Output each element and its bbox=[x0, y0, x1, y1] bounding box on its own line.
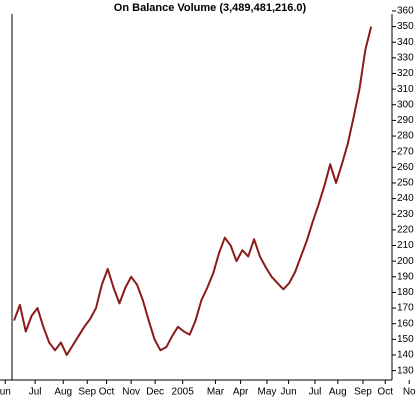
y-tick-label: 130 bbox=[397, 365, 414, 376]
y-tick-label: 340 bbox=[397, 37, 414, 48]
x-tick-label: un bbox=[0, 387, 11, 398]
x-tick-label: Oct bbox=[99, 387, 115, 398]
y-tick-label: 250 bbox=[397, 178, 414, 189]
y-tick-label: 180 bbox=[397, 287, 414, 298]
x-tick-label: Nov bbox=[122, 387, 140, 398]
y-tick-label: 360 bbox=[397, 6, 414, 17]
y-tick-label: 190 bbox=[397, 271, 414, 282]
x-tick-label: Jul bbox=[29, 387, 42, 398]
y-tick-label: 210 bbox=[397, 240, 414, 251]
x-tick-label: Sep bbox=[354, 387, 372, 398]
y-tick-label: 330 bbox=[397, 53, 414, 64]
x-tick-label: Oct bbox=[377, 387, 393, 398]
y-tick-label: 350 bbox=[397, 21, 414, 32]
y-tick-label: 160 bbox=[397, 318, 414, 329]
y-tick-label: 260 bbox=[397, 162, 414, 173]
x-tick-label: Dec bbox=[146, 387, 164, 398]
y-tick-label: 220 bbox=[397, 225, 414, 236]
y-tick-label: 230 bbox=[397, 209, 414, 220]
y-tick-label: 310 bbox=[397, 84, 414, 95]
y-tick-label: 270 bbox=[397, 146, 414, 157]
x-tick-label: Jun bbox=[281, 387, 297, 398]
y-tick-label: 150 bbox=[397, 334, 414, 345]
x-tick-label: Aug bbox=[329, 387, 347, 398]
x-tick-label: 2005 bbox=[172, 387, 195, 398]
y-tick-label: 280 bbox=[397, 131, 414, 142]
y-tick-label: 290 bbox=[397, 115, 414, 126]
y-tick-label: 170 bbox=[397, 303, 414, 314]
y-tick-label: 200 bbox=[397, 256, 414, 267]
y-tick-label: 300 bbox=[397, 99, 414, 110]
x-tick-label: Apr bbox=[233, 387, 249, 398]
x-tick-label: No bbox=[403, 387, 416, 398]
y-tick-label: 140 bbox=[397, 350, 414, 361]
x-tick-label: Aug bbox=[54, 387, 72, 398]
chart-title: On Balance Volume (3,489,481,216.0) bbox=[114, 2, 307, 14]
x-tick-label: May bbox=[258, 387, 277, 398]
x-tick-label: Sep bbox=[78, 387, 96, 398]
line-series bbox=[13, 26, 373, 356]
x-tick-label: Jul bbox=[309, 387, 322, 398]
x-tick-label: Mar bbox=[207, 387, 225, 398]
y-tick-label: 320 bbox=[397, 68, 414, 79]
y-tick-label: 240 bbox=[397, 193, 414, 204]
